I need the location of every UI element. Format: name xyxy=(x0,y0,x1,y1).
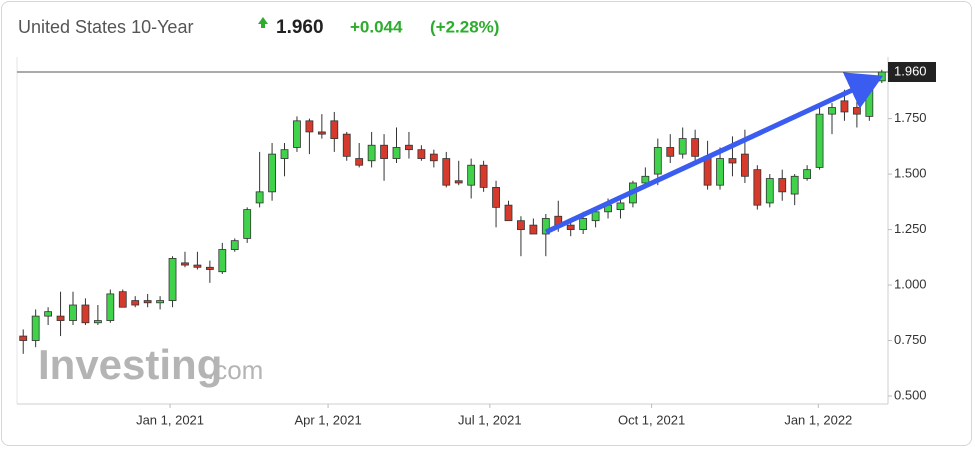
candle-body xyxy=(616,202,625,210)
candle-body xyxy=(741,153,749,177)
change-percent: (+2.28%) xyxy=(430,17,499,36)
candle-body xyxy=(417,149,426,159)
candle-body xyxy=(230,240,239,250)
x-tick-label: Jan 1, 2021 xyxy=(136,412,204,427)
candle-body xyxy=(255,191,264,204)
candle-body xyxy=(31,315,40,341)
candle-body xyxy=(429,153,438,162)
candle-body xyxy=(467,164,476,186)
candle-body xyxy=(479,164,488,188)
x-tick-label: Jan 1, 2022 xyxy=(784,412,852,427)
candle-body xyxy=(268,153,276,193)
candle-body xyxy=(131,300,140,306)
candle-body xyxy=(653,147,662,175)
up-arrow-icon xyxy=(258,17,268,28)
y-tick-label: 0.750 xyxy=(894,332,927,347)
candle-body xyxy=(355,158,364,166)
candle-body xyxy=(716,158,724,186)
candle-body xyxy=(877,71,886,82)
candle-body xyxy=(691,138,700,157)
candle-body xyxy=(815,113,824,168)
y-tick-label: 0.500 xyxy=(894,387,927,402)
x-tick-label: Apr 1, 2021 xyxy=(294,412,361,427)
candle-body xyxy=(828,107,836,115)
trend-arrow xyxy=(544,72,884,235)
candle-body xyxy=(591,211,600,222)
candle-body xyxy=(330,120,339,139)
watermark: Investing .com xyxy=(38,341,263,388)
candle-body xyxy=(753,169,762,206)
candle-body xyxy=(143,300,152,304)
candle-body xyxy=(106,293,115,321)
change: +0.044 xyxy=(350,17,403,36)
last-price-label: 1.960 xyxy=(894,63,927,78)
candle-body xyxy=(93,320,102,324)
candle-body xyxy=(342,133,351,157)
y-tick-label: 1.250 xyxy=(894,221,927,236)
candle-body xyxy=(566,224,575,230)
candle-body xyxy=(666,147,675,157)
candle-body xyxy=(492,186,500,208)
candle-body xyxy=(392,147,401,159)
candle-body xyxy=(840,100,849,113)
candle-body xyxy=(579,218,588,230)
y-tick-label: 1.000 xyxy=(894,276,927,291)
candle-body xyxy=(156,300,164,304)
candle-body xyxy=(641,175,650,184)
candle-body xyxy=(56,315,65,321)
candle-body xyxy=(367,144,376,162)
candle-body xyxy=(678,138,687,155)
candle-body xyxy=(168,258,177,301)
candle-body xyxy=(193,264,202,268)
candle-body xyxy=(865,87,874,117)
candle-body xyxy=(803,169,812,179)
candle-body xyxy=(305,120,314,133)
y-tick-label: 1.750 xyxy=(894,110,927,125)
candle-body xyxy=(790,175,799,195)
candle-body xyxy=(181,262,189,266)
candle-body xyxy=(517,220,525,230)
candle-body xyxy=(44,311,53,317)
instrument-title: United States 10-Year xyxy=(18,17,193,37)
candle-body xyxy=(778,178,787,193)
candle-body xyxy=(380,144,388,159)
candle-body xyxy=(529,224,538,235)
candle-body xyxy=(405,144,413,151)
candle-body xyxy=(317,131,326,135)
candle-body xyxy=(504,204,513,222)
watermark-suffix: .com xyxy=(207,355,263,385)
y-tick-label: 1.500 xyxy=(894,166,927,181)
candle-body xyxy=(19,335,28,341)
candle-body xyxy=(728,158,737,164)
candle-body xyxy=(118,291,127,308)
candle-body xyxy=(243,209,252,239)
candle-body xyxy=(765,178,774,204)
candle-body xyxy=(541,218,550,235)
candle-body xyxy=(205,266,214,270)
last-price-box xyxy=(888,62,936,82)
candle-body xyxy=(293,120,301,148)
x-tick-label: Oct 1, 2021 xyxy=(618,412,685,427)
candle-body xyxy=(442,158,451,186)
candle-body xyxy=(280,149,289,159)
candle-body xyxy=(454,180,463,184)
price: 1.960 xyxy=(276,17,324,38)
watermark-text: Investing xyxy=(38,341,222,388)
x-tick-label: Jul 1, 2021 xyxy=(458,412,522,427)
candle-body xyxy=(69,304,77,321)
candle-body xyxy=(218,249,227,273)
candle-body xyxy=(852,107,861,115)
candle-body xyxy=(81,304,90,324)
